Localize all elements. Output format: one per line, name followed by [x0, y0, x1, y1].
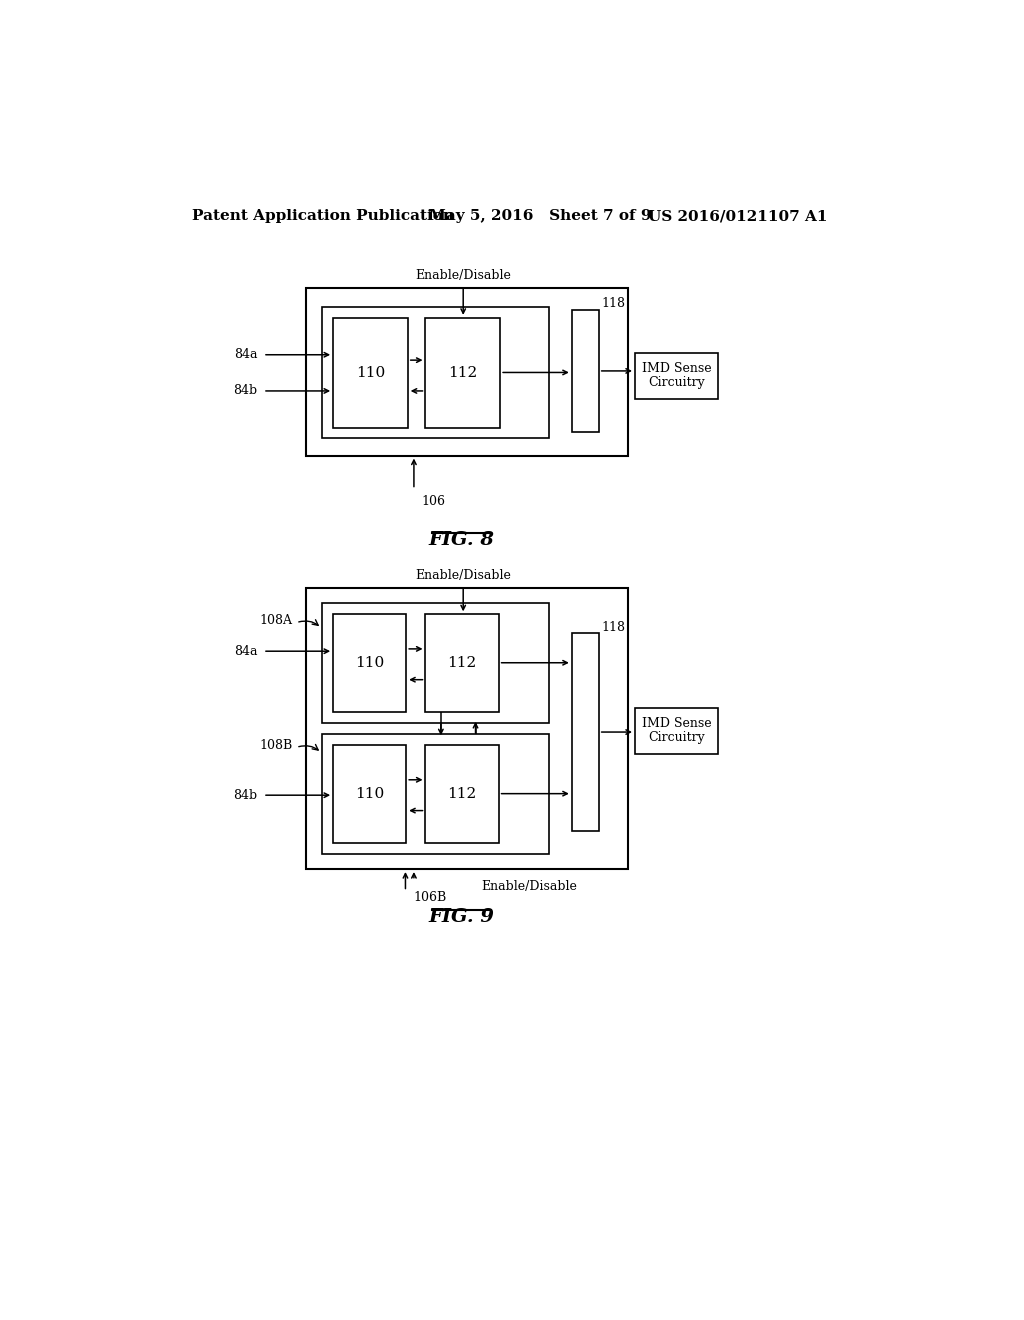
Bar — [333, 614, 407, 711]
Text: 84b: 84b — [233, 788, 258, 801]
Text: 84b: 84b — [233, 384, 258, 397]
Text: 110: 110 — [355, 787, 384, 801]
Bar — [322, 308, 549, 438]
Text: 108A: 108A — [259, 614, 292, 627]
Bar — [635, 354, 718, 400]
Text: US 2016/0121107 A1: US 2016/0121107 A1 — [648, 209, 827, 223]
Text: 108B: 108B — [259, 739, 292, 751]
Bar — [333, 744, 407, 843]
Bar — [306, 288, 628, 455]
Bar — [322, 603, 549, 723]
Bar — [425, 318, 500, 428]
Text: Enable/Disable: Enable/Disable — [481, 879, 577, 892]
Bar — [635, 708, 718, 755]
Text: 112: 112 — [447, 656, 476, 671]
Text: 110: 110 — [355, 656, 384, 671]
Text: 110: 110 — [355, 366, 385, 380]
Text: 84a: 84a — [234, 348, 258, 362]
Text: Circuitry: Circuitry — [648, 731, 705, 744]
Text: 106: 106 — [422, 495, 445, 508]
Text: 118: 118 — [601, 620, 625, 634]
Text: IMD Sense: IMD Sense — [642, 717, 712, 730]
Text: FIG. 8: FIG. 8 — [429, 531, 495, 549]
Bar — [425, 744, 499, 843]
Bar — [425, 614, 499, 711]
Text: 112: 112 — [447, 787, 476, 801]
Text: Patent Application Publication: Patent Application Publication — [193, 209, 455, 223]
Text: IMD Sense: IMD Sense — [642, 362, 712, 375]
Text: 106B: 106B — [414, 891, 447, 904]
Text: May 5, 2016   Sheet 7 of 9: May 5, 2016 Sheet 7 of 9 — [429, 209, 652, 223]
Text: Enable/Disable: Enable/Disable — [416, 569, 511, 582]
Text: FIG. 9: FIG. 9 — [429, 908, 495, 925]
Text: 112: 112 — [449, 366, 477, 380]
Bar — [333, 318, 408, 428]
Bar — [322, 734, 549, 854]
Text: Circuitry: Circuitry — [648, 376, 705, 389]
Text: 118: 118 — [601, 297, 625, 310]
Text: Enable/Disable: Enable/Disable — [416, 269, 511, 282]
Bar — [571, 310, 599, 432]
Bar — [306, 589, 628, 869]
Text: 84a: 84a — [234, 644, 258, 657]
Bar — [571, 634, 599, 832]
